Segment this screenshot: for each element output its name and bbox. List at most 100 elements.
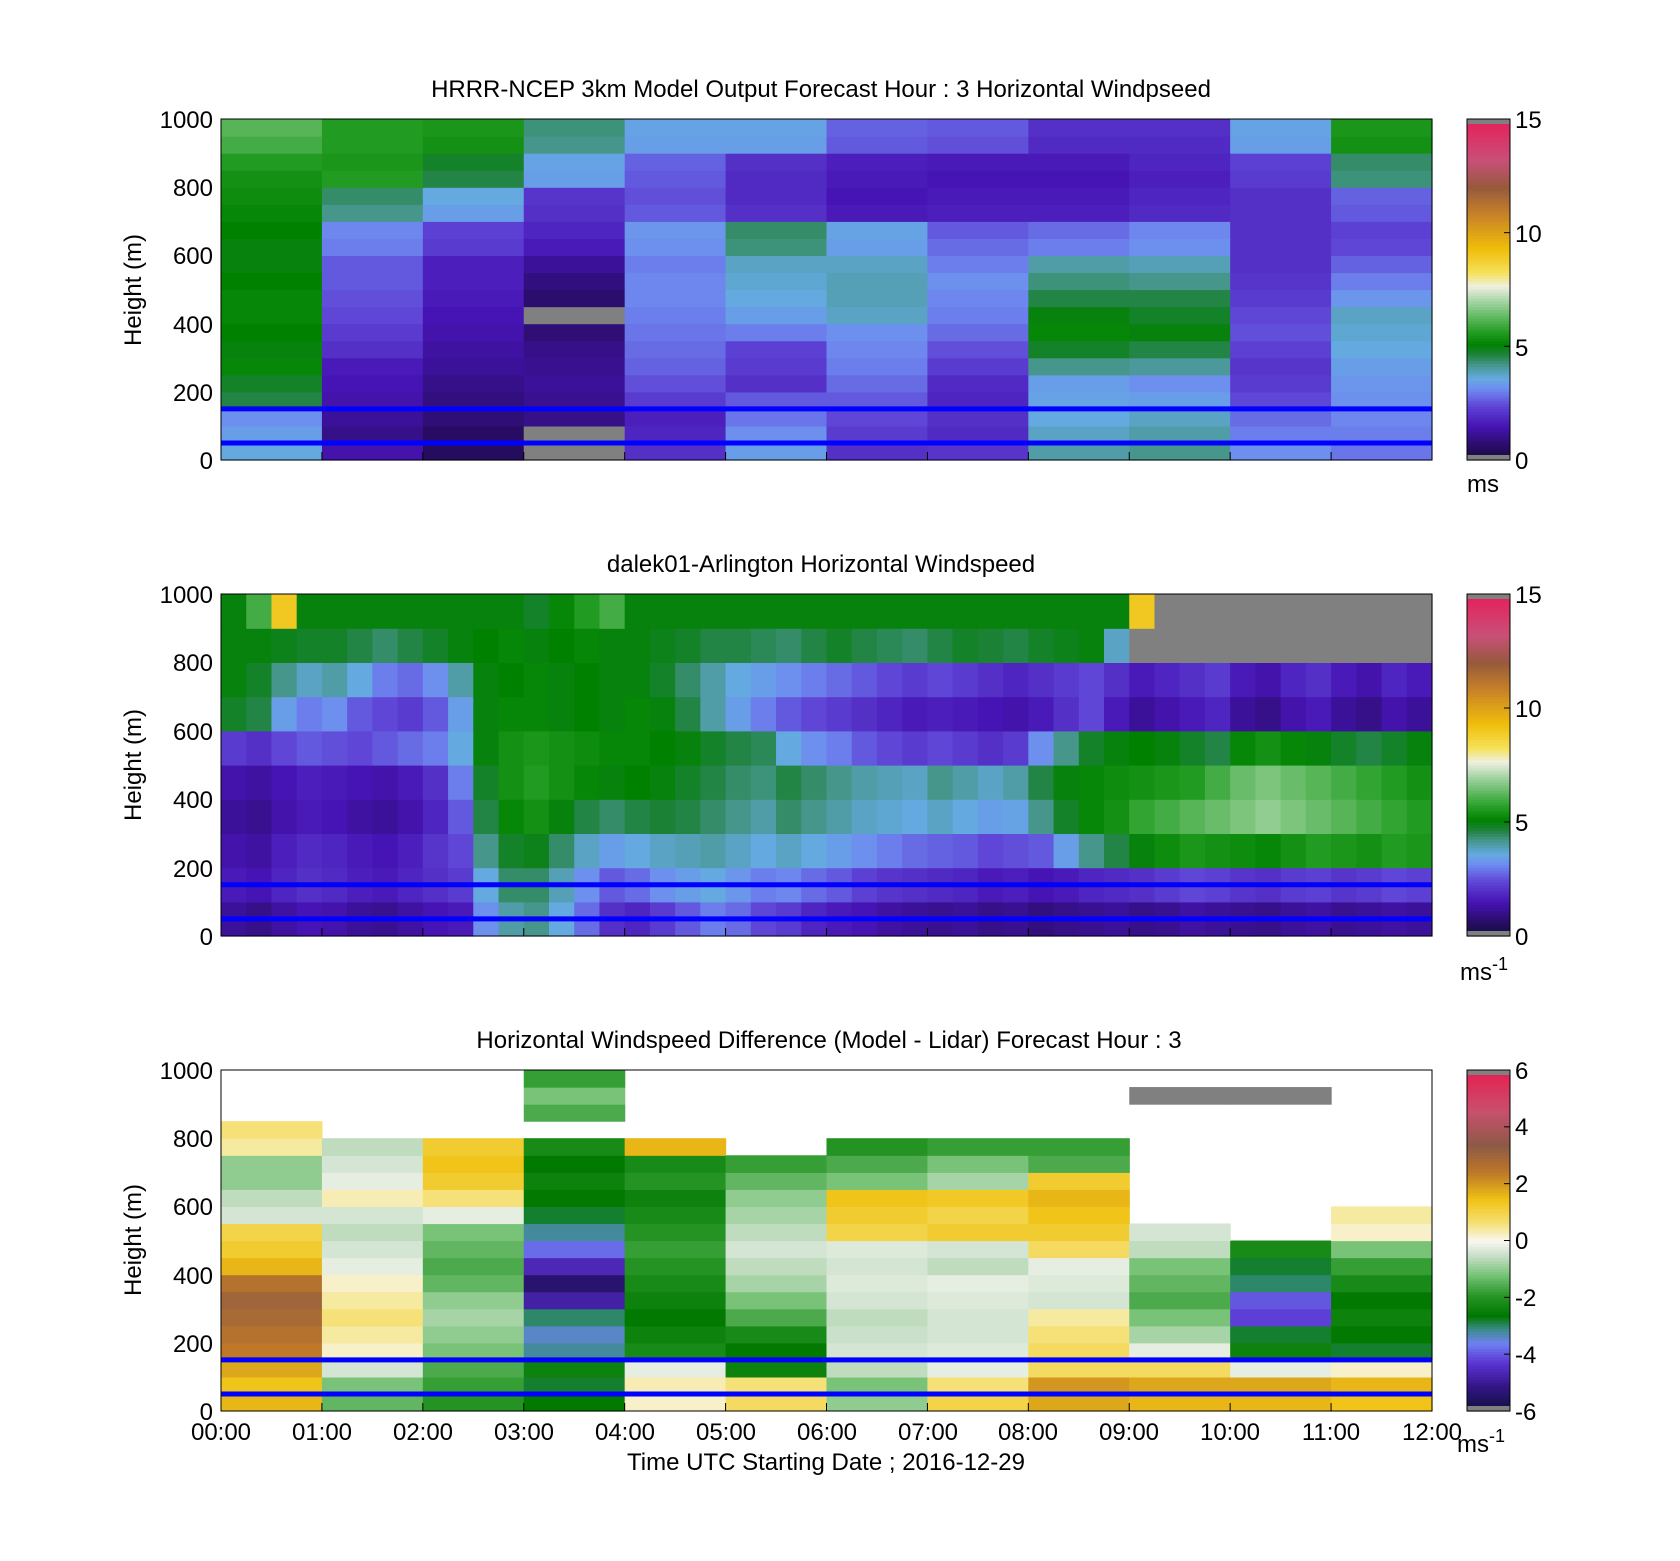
heatmap-cell <box>927 1359 1029 1378</box>
heatmap-cell <box>876 799 903 834</box>
colorbar-swatch <box>1467 702 1510 706</box>
heatmap-cell <box>1331 1291 1433 1310</box>
heatmap-cell <box>1028 272 1130 291</box>
colorbar-swatch <box>1467 315 1510 319</box>
heatmap-cell <box>296 594 323 629</box>
colorbar-swatch <box>1467 1300 1510 1304</box>
heatmap-cell <box>548 730 575 766</box>
heatmap-cell <box>271 696 298 732</box>
colorbar-swatch <box>1467 881 1510 886</box>
heatmap-cell <box>1381 662 1408 698</box>
heatmap-cell <box>1053 833 1080 869</box>
heatmap-cell <box>725 119 828 137</box>
heatmap-cell <box>246 833 273 869</box>
heatmap-cell <box>927 1189 1029 1207</box>
colorbar-swatch <box>1467 833 1510 837</box>
heatmap-cell <box>1230 340 1332 359</box>
heatmap-cell <box>523 1070 626 1088</box>
heatmap-cell <box>1028 1189 1130 1207</box>
heatmap-cell <box>927 221 1029 239</box>
heatmap-cell <box>1028 289 1130 308</box>
heatmap-cell <box>927 170 1029 188</box>
colorbar-swatch <box>1467 244 1510 248</box>
colorbar-swatch <box>1467 332 1510 336</box>
heatmap-cell <box>296 662 323 698</box>
heatmap-cell <box>1028 119 1130 137</box>
heatmap-cell <box>246 765 273 800</box>
colorbar-swatch <box>1467 141 1510 146</box>
colorbar-swatch <box>1467 286 1510 291</box>
colorbar-swatch <box>1467 807 1510 812</box>
colorbar-swatch <box>1467 633 1510 638</box>
heatmap-cell <box>927 119 1029 137</box>
colorbar-tick-label: -6 <box>1515 1399 1536 1426</box>
heatmap-cell <box>422 799 449 834</box>
heatmap-cell <box>624 1325 727 1344</box>
heatmap-cell <box>1280 833 1307 869</box>
heatmap-cell <box>624 238 727 256</box>
heatmap-cell <box>347 799 373 834</box>
heatmap-cell <box>422 662 449 698</box>
colorbar-swatch <box>1467 275 1510 279</box>
x-tick-label: 03:00 <box>494 1419 554 1446</box>
heatmap-cell <box>927 255 1029 274</box>
colorbar-swatch <box>1467 773 1510 777</box>
colorbar-swatch <box>1467 1118 1510 1122</box>
heatmap-cell <box>1230 765 1256 800</box>
heatmap-cell <box>523 628 550 663</box>
heatmap-cell <box>801 696 828 732</box>
heatmap-cell <box>221 799 247 834</box>
colorbar-swatch <box>1467 1200 1510 1205</box>
colorbar-swatch <box>1467 1121 1510 1125</box>
heatmap-cell <box>422 1274 525 1293</box>
heatmap-cell <box>675 628 701 663</box>
colorbar-swatch <box>1467 867 1510 872</box>
colorbar-swatch <box>1467 300 1510 305</box>
colorbar-swatch <box>1467 765 1510 769</box>
heatmap-cell <box>826 136 929 154</box>
colorbar-swatch <box>1467 184 1510 188</box>
heatmap-cell <box>725 289 828 308</box>
heatmap-cell <box>221 340 323 359</box>
heatmap-cell <box>246 628 273 663</box>
colorbar-swatch <box>1467 1237 1510 1242</box>
heatmap-cell <box>826 170 929 188</box>
heatmap-cell <box>1381 799 1408 834</box>
heatmap-cell <box>725 442 828 461</box>
colorbar-swatch <box>1467 796 1510 800</box>
heatmap-cell <box>1028 833 1055 869</box>
heatmap-cell <box>927 187 1029 205</box>
colorbar-swatch <box>1467 1146 1510 1151</box>
heatmap-cell <box>649 833 676 869</box>
heatmap-cell <box>700 628 727 663</box>
heatmap-cell <box>1331 696 1357 732</box>
heatmap-cell <box>1028 306 1130 325</box>
colorbar-swatch <box>1467 374 1510 379</box>
heatmap-cell <box>1356 628 1383 663</box>
colorbar-swatch <box>1467 1365 1510 1369</box>
heatmap-cell <box>1331 1274 1433 1293</box>
heatmap-cell <box>221 323 323 342</box>
heatmap-cell <box>725 730 752 766</box>
heatmap-cell <box>624 340 727 359</box>
heatmap-cell <box>221 628 247 663</box>
heatmap-cell <box>1230 272 1332 291</box>
colorbar-swatch <box>1467 1325 1510 1330</box>
colorbar-swatch <box>1467 442 1510 447</box>
panel-model-colorbar-ticks: 0 5 10 15 <box>1515 107 1542 475</box>
colorbar-swatch <box>1467 1351 1510 1355</box>
heatmap-cell <box>1230 204 1332 222</box>
heatmap-cell <box>624 1393 727 1412</box>
heatmap-cell <box>952 833 979 869</box>
heatmap-cell <box>548 765 575 800</box>
colorbar-swatch <box>1467 252 1510 256</box>
colorbar-swatch <box>1467 1166 1510 1171</box>
heatmap-cell <box>624 391 727 410</box>
heatmap-cell <box>523 1240 626 1259</box>
y-tick-label: 0 <box>200 448 213 475</box>
heatmap-cell <box>826 765 853 800</box>
heatmap-cell <box>246 799 273 834</box>
heatmap-cell <box>321 1393 424 1412</box>
heatmap-cell <box>624 594 651 629</box>
colorbar-tick-label: 0 <box>1515 448 1528 475</box>
